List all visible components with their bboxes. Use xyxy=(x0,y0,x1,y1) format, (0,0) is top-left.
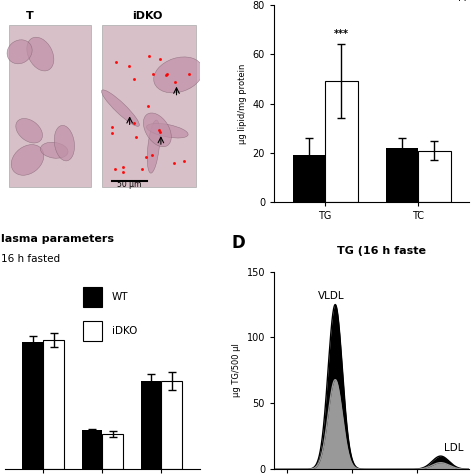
Bar xyxy=(83,287,102,307)
Text: TG (16 h faste: TG (16 h faste xyxy=(337,246,426,256)
Bar xyxy=(102,434,123,469)
Text: iDKO: iDKO xyxy=(112,326,137,336)
Bar xyxy=(325,82,358,202)
Bar xyxy=(82,430,102,469)
Text: D: D xyxy=(231,234,245,252)
Text: LDL: LDL xyxy=(444,443,464,453)
Bar xyxy=(292,155,325,202)
Ellipse shape xyxy=(16,118,43,143)
Ellipse shape xyxy=(146,123,188,138)
Ellipse shape xyxy=(27,37,54,71)
Bar xyxy=(83,321,102,341)
Bar xyxy=(43,340,64,469)
Ellipse shape xyxy=(11,145,44,175)
Ellipse shape xyxy=(144,113,171,147)
Text: FF: FF xyxy=(458,0,469,3)
Ellipse shape xyxy=(54,126,74,161)
Text: WT: WT xyxy=(112,292,128,302)
Text: VLDL: VLDL xyxy=(318,291,345,301)
Bar xyxy=(386,148,418,202)
Y-axis label: µg lipid/mg protein: µg lipid/mg protein xyxy=(238,64,247,144)
Bar xyxy=(418,151,451,202)
Text: 16 h fasted: 16 h fasted xyxy=(1,254,60,264)
Ellipse shape xyxy=(7,40,32,64)
Text: iDKO: iDKO xyxy=(132,11,163,21)
Y-axis label: µg TG/500 µl: µg TG/500 µl xyxy=(232,344,241,397)
Text: lasma parameters: lasma parameters xyxy=(1,234,114,244)
Bar xyxy=(141,381,162,469)
Ellipse shape xyxy=(154,57,203,93)
Ellipse shape xyxy=(40,142,68,158)
Bar xyxy=(162,381,182,469)
Ellipse shape xyxy=(101,90,139,126)
Text: 50 µm: 50 µm xyxy=(118,180,142,189)
Bar xyxy=(22,342,43,469)
Ellipse shape xyxy=(147,120,160,173)
Text: ***: *** xyxy=(334,29,349,39)
Text: T: T xyxy=(26,11,34,21)
